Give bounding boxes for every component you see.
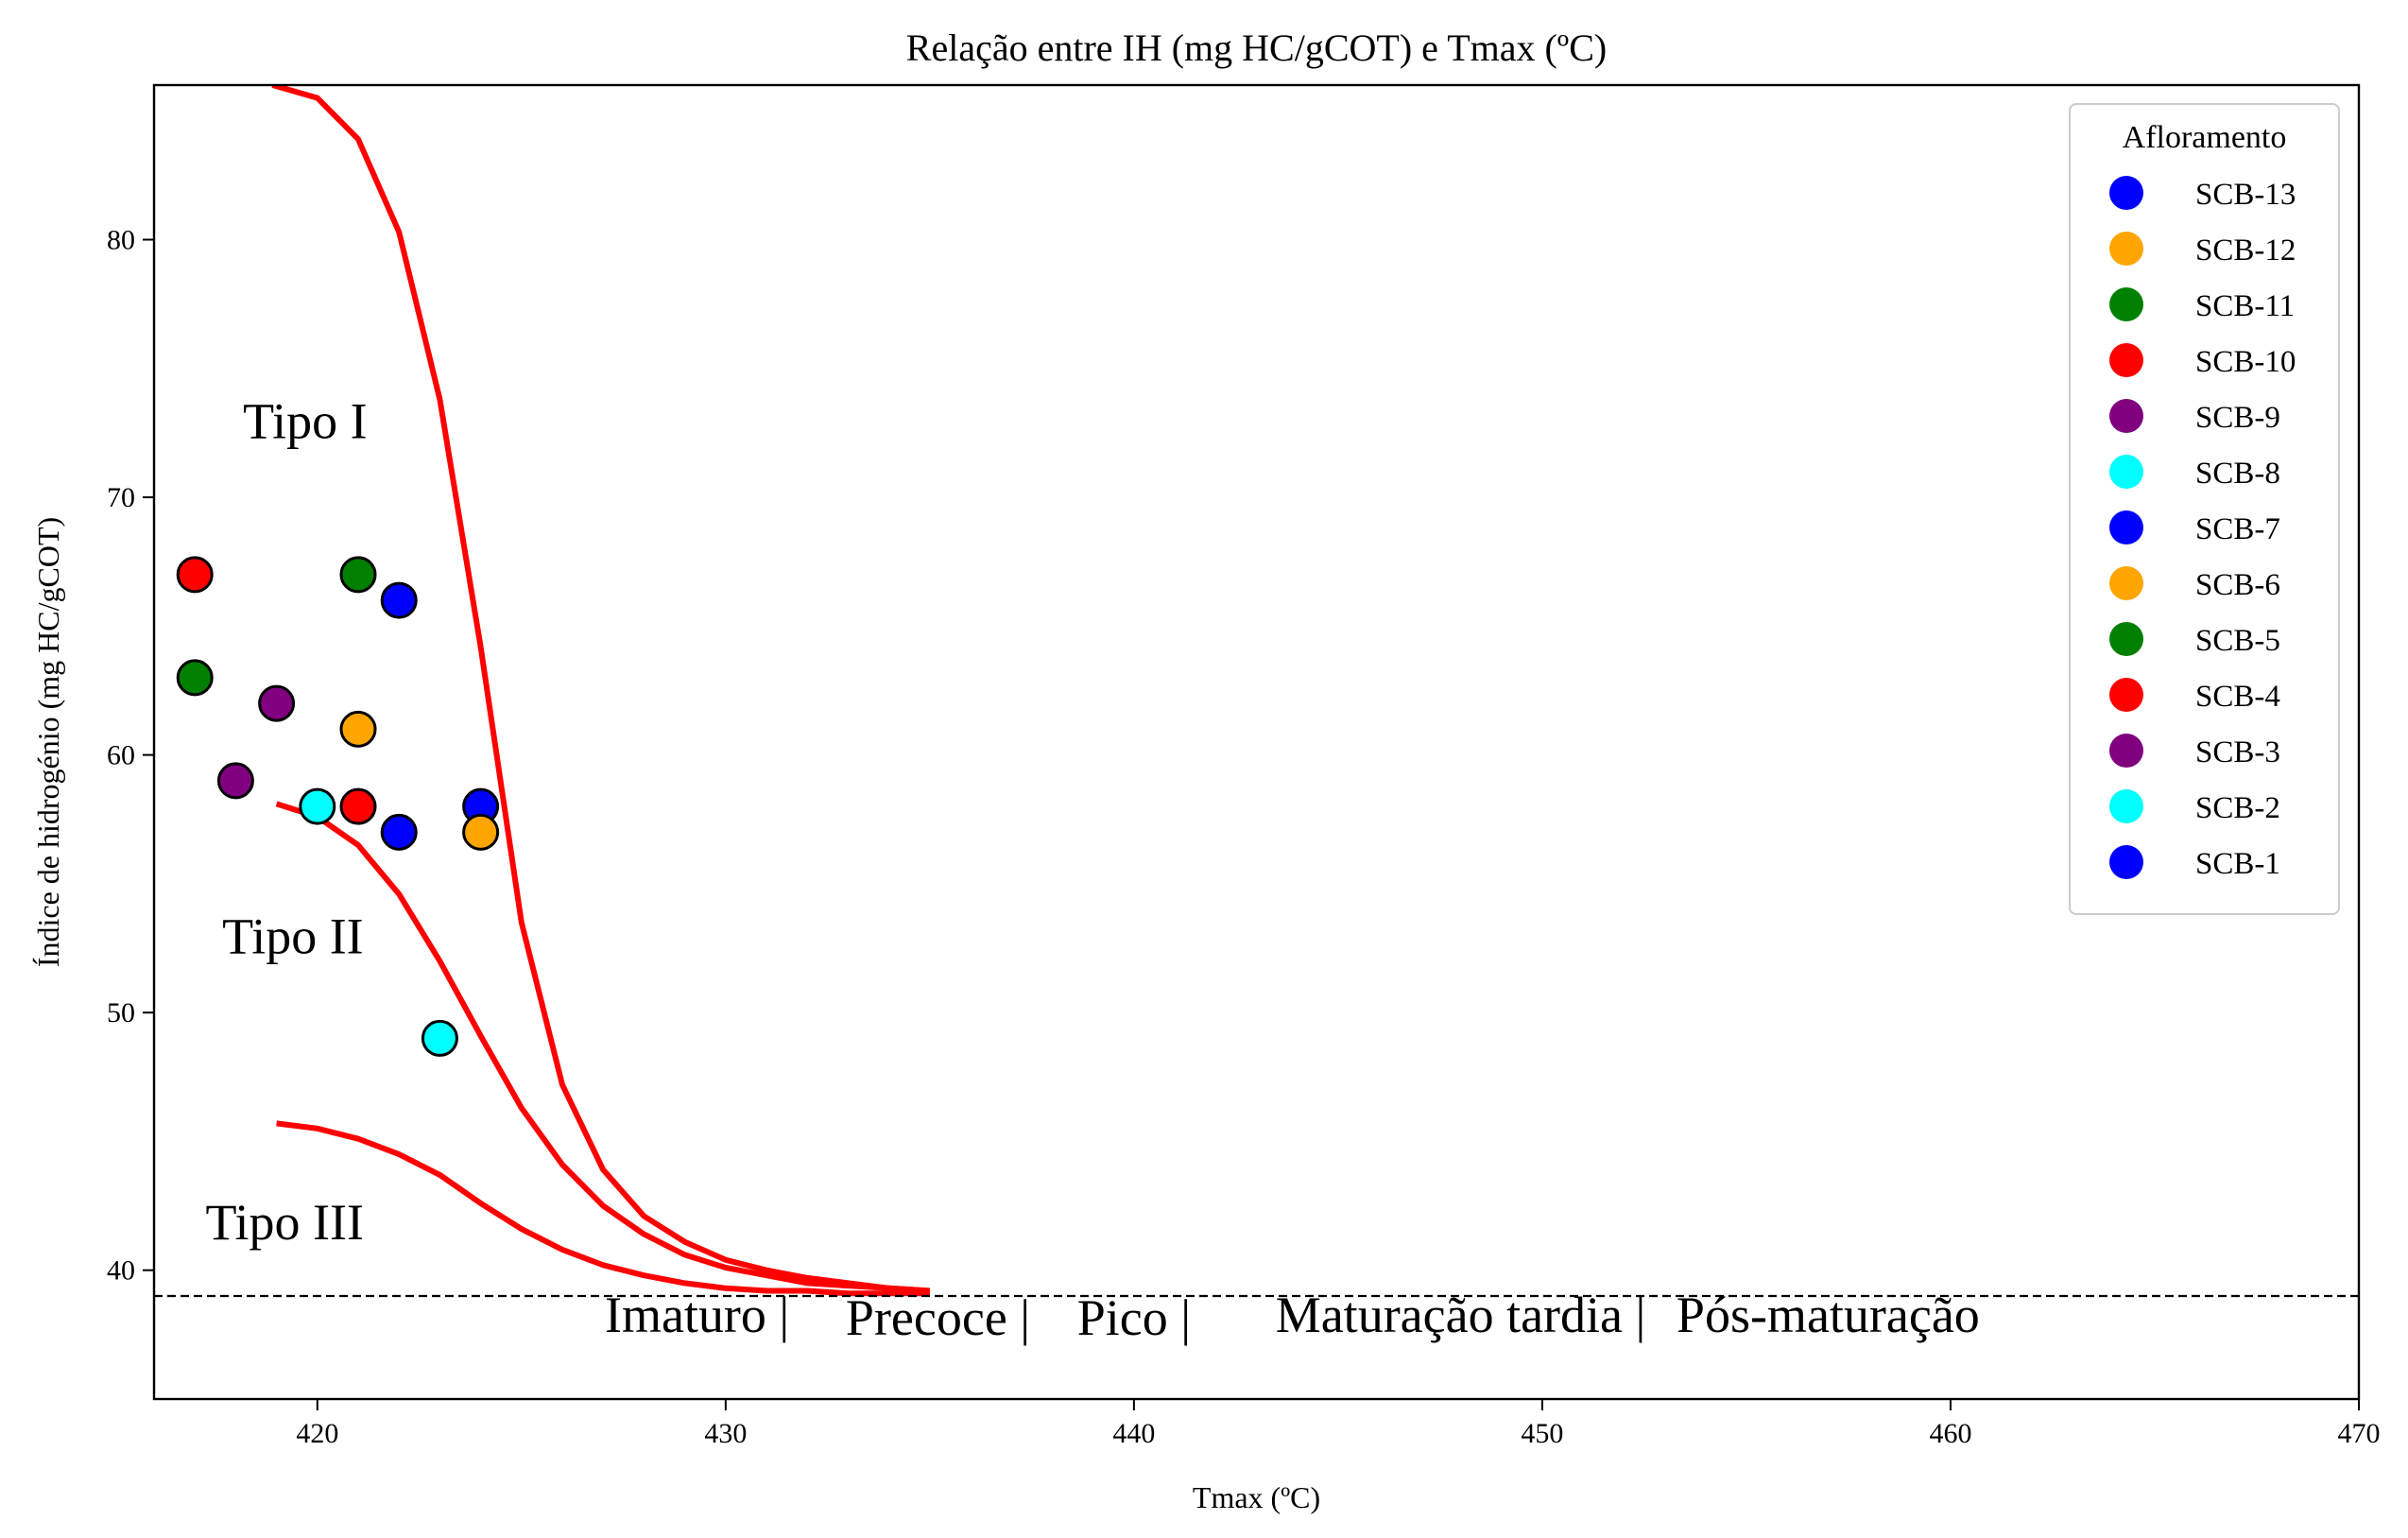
- legend-label-scb-1: SCB-1: [2195, 847, 2280, 881]
- legend: Afloramento SCB-13 SCB-12 SCB-11 SCB-10 SCB-9…: [2069, 103, 2340, 915]
- legend-marker-scb-12: [2109, 232, 2143, 266]
- plot-frame: [152, 83, 2361, 1401]
- chart-title: Relação entre IH (mg HC/gCOT) e Tmax (ºC…: [906, 26, 1607, 69]
- data-point-scb-8: [421, 1019, 458, 1057]
- maturity-stage-label-1: Imaturo |: [605, 1287, 789, 1343]
- legend-label-scb-12: SCB-12: [2195, 233, 2296, 268]
- legend-marker-scb-13: [2109, 176, 2143, 210]
- data-point-scb-12: [462, 813, 500, 851]
- x-axis-label: Tmax (ºC): [1193, 1480, 1320, 1514]
- data-point-scb-2: [299, 787, 336, 825]
- legend-marker-scb-3: [2109, 734, 2143, 768]
- legend-label-scb-4: SCB-4: [2195, 680, 2280, 714]
- legend-label-scb-13: SCB-13: [2195, 178, 2296, 212]
- y-tick-label: 70: [107, 482, 135, 513]
- legend-marker-scb-8: [2109, 455, 2143, 489]
- x-tick-label: 470: [2338, 1418, 2381, 1449]
- region-label-2: Tipo II: [222, 907, 364, 964]
- legend-marker-scb-6: [2109, 566, 2143, 600]
- x-tick-label: 430: [704, 1418, 747, 1449]
- legend-marker-scb-4: [2109, 678, 2143, 712]
- boundary-curves: [271, 85, 931, 1297]
- legend-label-scb-9: SCB-9: [2195, 401, 2280, 435]
- legend-marker-scb-5: [2109, 622, 2143, 656]
- legend-label-scb-2: SCB-2: [2195, 791, 2280, 825]
- data-point-scb-6: [339, 710, 377, 748]
- y-tick-label: 80: [107, 225, 135, 256]
- legend-marker-scb-7: [2109, 510, 2143, 544]
- legend-marker-scb-9: [2109, 399, 2143, 433]
- data-point-scb-10: [339, 787, 377, 825]
- legend-label-scb-11: SCB-11: [2195, 289, 2295, 323]
- boundary-curve-2: [275, 801, 931, 1294]
- legend-marker-scb-10: [2109, 343, 2143, 377]
- x-tick-label: 460: [1929, 1418, 1971, 1449]
- legend-marker-scb-11: [2109, 287, 2143, 321]
- boundary-curve-3: [276, 1120, 930, 1297]
- legend-title: Afloramento: [2123, 120, 2287, 155]
- maturity-stage-label-3: Pico |: [1077, 1289, 1191, 1346]
- legend-label-scb-10: SCB-10: [2195, 345, 2296, 379]
- region-label-3: Tipo III: [205, 1194, 364, 1251]
- legend-label-scb-6: SCB-6: [2195, 568, 2280, 602]
- y-axis-label: Índice de hidrogénio (mg HC/gCOT): [31, 517, 65, 967]
- boundary-curve-1: [271, 85, 931, 1294]
- y-tick-label: 60: [107, 740, 135, 771]
- data-point-scb-3: [216, 762, 254, 800]
- data-point-scb-7: [380, 581, 418, 619]
- data-point-scb-11: [339, 556, 377, 594]
- y-tick-label: 40: [107, 1255, 135, 1287]
- legend-marker-scb-1: [2109, 845, 2143, 879]
- plot-area: Tipo I Tipo II Tipo III Imaturo | Precoce | P…: [107, 83, 2381, 1449]
- x-tick-label: 450: [1521, 1418, 1563, 1449]
- legend-label-scb-3: SCB-3: [2195, 735, 2280, 769]
- data-point-scb-4: [176, 556, 214, 594]
- data-point-scb-9: [258, 684, 296, 722]
- region-label-1: Tipo I: [243, 392, 368, 449]
- legend-label-scb-7: SCB-7: [2195, 512, 2280, 546]
- data-points: [176, 556, 500, 1057]
- legend-marker-scb-2: [2109, 789, 2143, 823]
- x-tick-label: 420: [296, 1418, 338, 1449]
- maturity-stage-label-5: Pós-maturação: [1677, 1287, 1980, 1343]
- x-tick-label: 440: [1112, 1418, 1155, 1449]
- data-point-scb-5: [176, 659, 214, 697]
- maturity-stage-label-4: Maturação tardia |: [1276, 1287, 1646, 1343]
- y-tick-label: 50: [107, 997, 135, 1028]
- data-point-scb-1: [380, 813, 418, 851]
- maturity-stage-label-2: Precoce |: [846, 1289, 1030, 1346]
- legend-label-scb-8: SCB-8: [2195, 457, 2280, 491]
- legend-label-scb-5: SCB-5: [2195, 624, 2280, 658]
